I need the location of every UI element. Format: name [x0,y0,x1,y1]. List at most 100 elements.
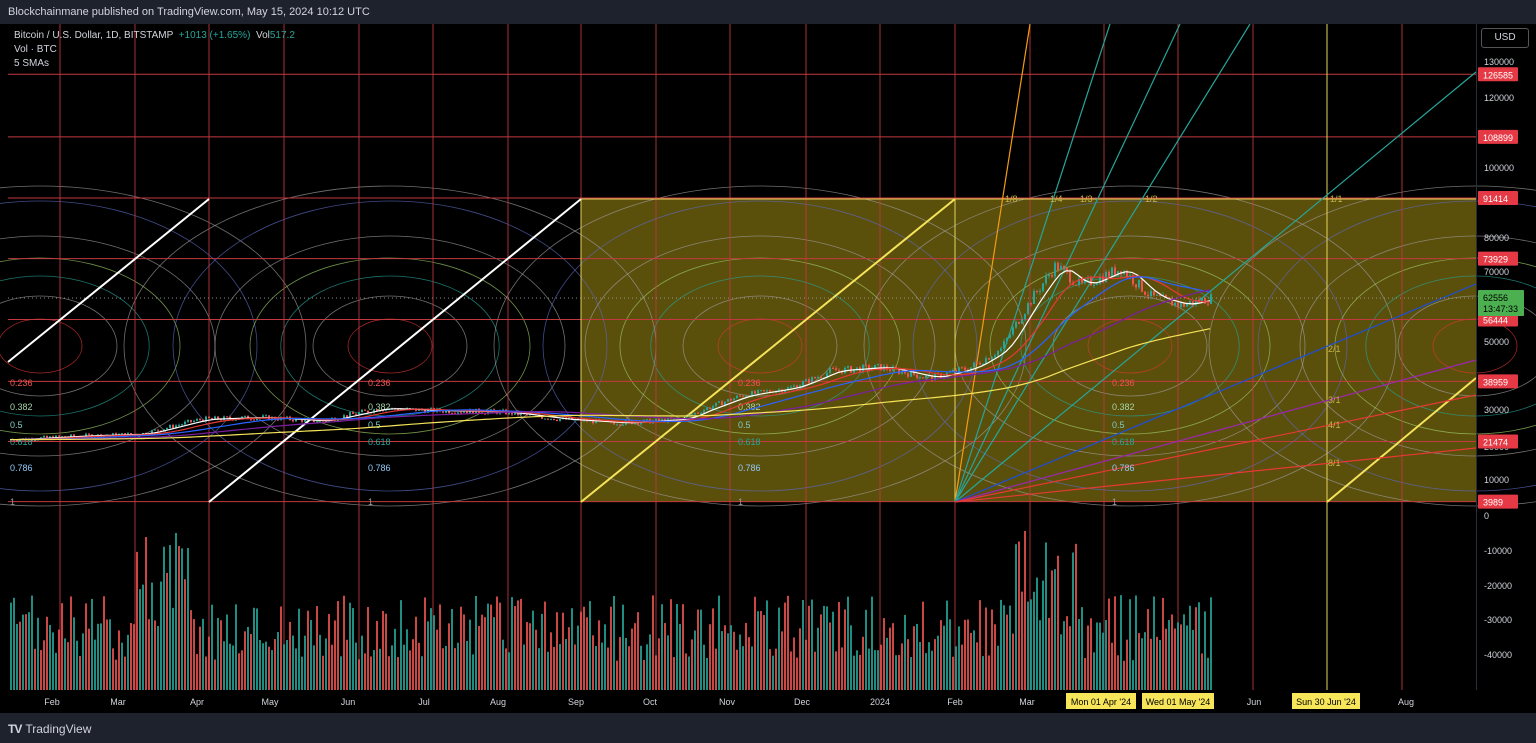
volume-bar [478,625,480,690]
candle-body [316,421,318,423]
candle-body [829,367,831,373]
volume-bar [229,643,231,690]
volume-bar [268,646,270,690]
candle-body [613,422,615,425]
x-label-6: Aug [490,697,506,707]
volume-bar [55,652,57,690]
price-tick-7: 30000 [1484,405,1509,415]
volume-bar [1129,599,1131,690]
volume-bar [844,609,846,690]
candle-body [169,424,171,428]
price-chart[interactable]: 1/8 1/4 1/3 1/2 1/1 2/1 3/1 4/1 8/1 0.236 0.382 0.5… [0,24,1536,713]
candle-body [1000,348,1002,351]
fib-label-3-5: 1 [1112,497,1117,507]
candle-body [706,407,708,410]
candle-body [154,429,156,431]
candle-body [196,418,198,421]
candle-body [361,409,363,413]
volume-bar [526,622,528,690]
candle-body [460,412,462,414]
volume-bar [253,607,255,690]
candle-body [319,420,321,422]
volume-bar [868,648,870,690]
fib-label-3-1: 0.382 [1112,402,1135,412]
fib-label-2-0: 0.236 [738,378,761,388]
volume-bar [550,632,552,690]
candle-body [1180,303,1182,307]
fib-circle-2-3 [619,257,901,435]
volume-bar [901,643,903,690]
volume-bar [1081,607,1083,690]
volume-bar [232,645,234,690]
candle-body [1090,277,1092,286]
volume-bar [811,599,813,690]
volume-bar [1045,542,1047,690]
level-box-5 [1478,374,1518,389]
candle-body [880,364,882,371]
candle-body [991,357,993,360]
volume-bar [1090,618,1092,690]
candle-body [1012,327,1014,335]
volume-bar [964,619,966,690]
candle-body [1165,294,1167,298]
volume-bar [433,615,435,690]
volume-bar [1162,597,1164,690]
volume-bar [481,614,483,690]
level-box-3 [1478,251,1518,266]
date-marker-box-0 [1066,693,1136,709]
candle-body [1048,275,1050,277]
diagonal-0 [7,198,210,363]
fan-line-7 [954,394,1477,503]
volume-bar [397,657,399,690]
volume-bar [976,642,978,690]
volume-bar [217,617,219,690]
candle-body [1006,337,1008,342]
candle-body [853,369,855,373]
currency-button[interactable]: USD [1481,28,1529,48]
candle-body [199,418,201,420]
volume-bar [1078,619,1080,690]
candle-body [559,419,561,421]
level-label-5: 38959 [1483,377,1508,387]
fan-line-8 [954,447,1477,503]
volume-bar [562,612,564,690]
volume-bar [1075,543,1077,690]
volume-bar [1105,620,1107,690]
volume-bar [553,646,555,690]
candle-body [703,409,705,413]
volume-bar [343,595,345,690]
volume-bar [805,639,807,690]
volume-bar [946,600,948,690]
volume-bar [199,626,201,690]
volume-bar [1051,570,1053,690]
volume-bar [94,639,96,690]
candle-body [697,412,699,414]
volume-bar [634,623,636,690]
volume-bar [883,618,885,690]
candle-body [205,416,207,422]
volume-bar [826,606,828,690]
volume-bar [61,603,63,690]
candle-body [919,377,921,379]
volume-bar [28,612,30,690]
volume-bar [187,548,189,690]
volume-bar [1099,622,1101,690]
tradingview-logo[interactable]: TV TradingView [8,722,91,736]
volume-bar [586,617,588,690]
fib-circle-2-5 [542,200,978,492]
volume-bar [190,610,192,690]
volume-bar [874,650,876,690]
volume-bar [658,638,660,690]
volume-bar [79,656,81,690]
fib-circle-1-3 [249,257,531,435]
fib-circle-1-4 [214,235,566,457]
candle-body [832,367,834,369]
candle-body [835,368,837,371]
volume-bar [568,627,570,690]
volume-bar [505,648,507,690]
candle-body [805,379,807,382]
volume-bar [1048,617,1050,690]
volume-bar [1120,595,1122,690]
volume-bar [382,610,384,690]
volume-bar [565,638,567,690]
